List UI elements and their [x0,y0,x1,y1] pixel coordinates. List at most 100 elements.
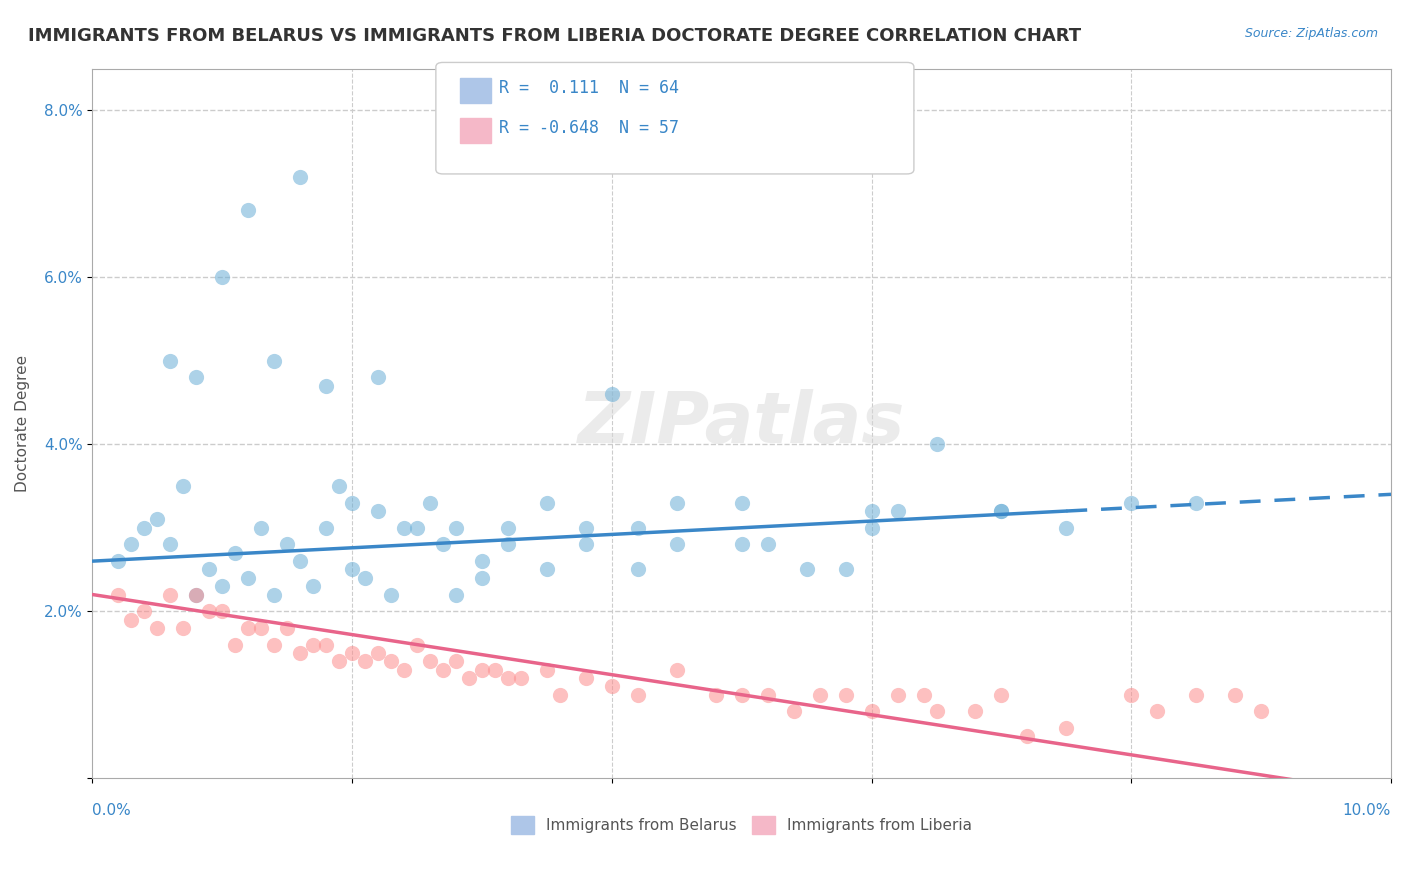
Point [510,671,533,685]
Legend: Immigrants from Belarus, Immigrants from Liberia: Immigrants from Belarus, Immigrants from… [512,816,973,834]
Text: IMMIGRANTS FROM BELARUS VS IMMIGRANTS FROM LIBERIA DOCTORATE DEGREE CORRELATION : IMMIGRANTS FROM BELARUS VS IMMIGRANTS FR… [28,27,1081,45]
Point [172,479,194,493]
Point [600,387,623,401]
Point [224,546,246,560]
Point [471,663,494,677]
Point [328,479,350,493]
Point [665,663,688,677]
Point [458,671,481,685]
Point [211,604,233,618]
Point [731,688,754,702]
Point [186,370,208,384]
Point [315,521,337,535]
Point [263,638,285,652]
Point [704,688,727,702]
Point [665,537,688,551]
Point [263,588,285,602]
Point [575,521,598,535]
Point [665,496,688,510]
Point [575,537,598,551]
Point [536,562,558,576]
Point [367,646,389,660]
Point [1185,496,1208,510]
Point [238,621,260,635]
Point [731,537,754,551]
Point [392,521,415,535]
Point [146,512,169,526]
Point [860,705,883,719]
Point [367,370,389,384]
Point [250,621,273,635]
Point [444,654,467,668]
Point [432,537,454,551]
Point [276,621,298,635]
Point [263,353,285,368]
Text: ZIPatlas: ZIPatlas [578,389,905,458]
Point [276,537,298,551]
Point [315,379,337,393]
Point [536,496,558,510]
Point [1146,705,1168,719]
Point [354,654,377,668]
Point [496,521,519,535]
Point [159,537,181,551]
Point [990,504,1012,518]
Point [912,688,935,702]
Point [444,588,467,602]
Point [134,521,156,535]
Point [107,554,129,568]
Point [380,654,402,668]
Point [834,688,856,702]
Point [1054,521,1077,535]
Point [496,537,519,551]
Point [834,562,856,576]
Point [120,537,142,551]
Point [627,688,650,702]
Point [925,705,948,719]
Point [120,613,142,627]
Point [796,562,818,576]
Point [238,571,260,585]
Point [172,621,194,635]
Point [302,638,325,652]
Point [484,663,506,677]
Point [302,579,325,593]
Point [419,654,441,668]
Point [224,638,246,652]
Point [860,521,883,535]
Point [290,646,312,660]
Point [731,496,754,510]
Point [1185,688,1208,702]
Point [134,604,156,618]
Point [186,588,208,602]
Point [432,663,454,677]
Point [1121,688,1143,702]
Point [575,671,598,685]
Point [380,588,402,602]
Point [627,521,650,535]
Point [600,679,623,693]
Point [548,688,571,702]
Text: 0.0%: 0.0% [93,803,131,818]
Point [886,688,908,702]
Point [990,504,1012,518]
Point [886,504,908,518]
Point [782,705,804,719]
Point [1225,688,1247,702]
Point [211,579,233,593]
Point [159,353,181,368]
Point [808,688,831,702]
Point [756,537,779,551]
Point [471,571,494,585]
Text: Source: ZipAtlas.com: Source: ZipAtlas.com [1244,27,1378,40]
Point [965,705,987,719]
Point [444,521,467,535]
Point [186,588,208,602]
Point [340,562,363,576]
Point [367,504,389,518]
Y-axis label: Doctorate Degree: Doctorate Degree [15,355,30,491]
Point [159,588,181,602]
Point [627,562,650,576]
Point [1054,721,1077,735]
Point [340,496,363,510]
